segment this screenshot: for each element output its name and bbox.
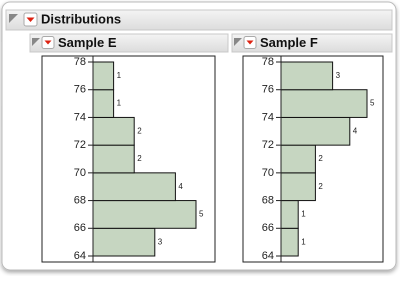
count-label: 4	[353, 126, 358, 135]
y-tick-label: 68	[262, 194, 274, 206]
collapse-icon[interactable]	[234, 38, 242, 46]
y-tick-label: 70	[74, 167, 86, 179]
bar	[280, 144, 316, 174]
count-label: 4	[178, 182, 183, 191]
bar	[280, 116, 351, 146]
bar	[92, 200, 197, 229]
menu-arrow	[44, 40, 52, 45]
count-label: 5	[199, 210, 204, 219]
chart-f: 1 1 2 2 4 5 3 64 66 68 70 72 74 76 78	[262, 56, 375, 262]
y-tick-label: 68	[74, 194, 86, 206]
bar	[92, 61, 115, 91]
count-label: 1	[117, 71, 122, 80]
outline-header	[5, 9, 393, 31]
y-tick-label: 72	[74, 139, 86, 151]
bar	[92, 89, 115, 118]
bar	[280, 172, 316, 202]
collapse-icon[interactable]	[9, 14, 18, 23]
bar	[280, 200, 299, 229]
y-tick-label: 70	[262, 167, 274, 179]
y-tick-label: 64	[74, 250, 86, 262]
panel-header	[231, 33, 393, 53]
bar	[280, 227, 299, 257]
count-label: 5	[370, 99, 375, 108]
y-tick-label: 66	[262, 222, 274, 234]
outline-title: Distributions	[41, 11, 121, 26]
panel-header	[29, 33, 229, 53]
count-label: 2	[137, 154, 142, 163]
panel-title: Sample F	[260, 35, 318, 50]
y-tick-label: 74	[74, 111, 86, 123]
count-label: 1	[117, 99, 122, 108]
count-label: 1	[301, 237, 306, 246]
y-tick-label: 64	[262, 250, 274, 262]
panel-title: Sample E	[58, 35, 117, 50]
menu-arrow	[26, 17, 35, 22]
y-tick-label: 78	[74, 56, 86, 68]
count-label: 3	[336, 71, 341, 80]
y-tick-label: 76	[262, 84, 274, 96]
y-tick-label: 76	[74, 84, 86, 96]
menu-arrow	[246, 40, 254, 45]
collapse-icon[interactable]	[32, 38, 40, 46]
bar	[92, 227, 156, 257]
y-tick-label: 72	[262, 139, 274, 151]
bar	[92, 116, 135, 146]
y-tick-label: 74	[262, 111, 274, 123]
count-label: 3	[158, 237, 163, 246]
bar	[280, 89, 368, 118]
chart-e: 3 5 4 2 2 1 1 64 66 68 70 72 74 76 78	[74, 56, 204, 262]
y-tick-label: 66	[74, 222, 86, 234]
count-label: 2	[137, 126, 142, 135]
bar	[92, 144, 135, 174]
y-tick-label: 78	[262, 56, 274, 68]
bar	[280, 61, 334, 91]
count-label: 2	[318, 154, 323, 163]
bar	[92, 172, 176, 202]
count-label: 2	[318, 182, 323, 191]
count-label: 1	[301, 210, 306, 219]
